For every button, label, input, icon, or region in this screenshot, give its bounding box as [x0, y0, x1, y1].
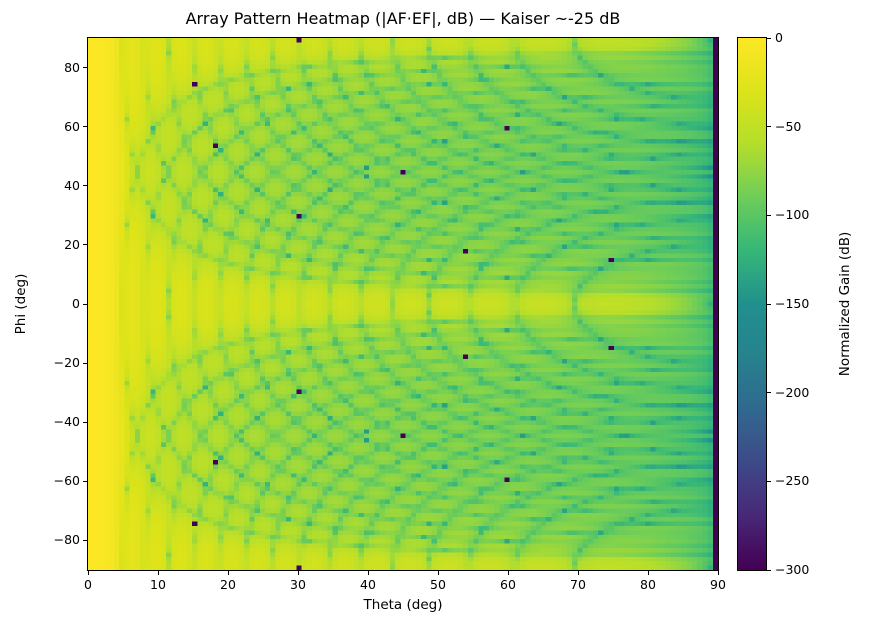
colorbar-tick [767, 37, 771, 39]
colorbar-tick [767, 392, 771, 394]
x-tick [87, 571, 89, 575]
colorbar-gradient [738, 38, 766, 570]
heatmap-canvas [88, 38, 718, 570]
y-tick [83, 244, 87, 246]
y-tick-label: 0 [72, 296, 80, 311]
x-tick-label: 70 [570, 577, 586, 592]
x-tick [577, 571, 579, 575]
y-tick-label: 20 [64, 236, 80, 252]
y-tick-label: −60 [53, 473, 80, 489]
y-tick [83, 421, 87, 423]
x-tick [367, 571, 369, 575]
colorbar-label: Normalized Gain (dB) [837, 231, 853, 377]
x-tick [437, 571, 439, 575]
colorbar-tick-label: −100 [775, 207, 810, 223]
y-tick [83, 480, 87, 482]
colorbar-tick-label: 0 [775, 30, 783, 45]
x-tick-label: 20 [220, 577, 236, 592]
y-tick-label: 80 [64, 59, 80, 75]
y-tick [83, 303, 87, 305]
x-tick-label: 0 [84, 577, 92, 592]
x-tick [227, 571, 229, 575]
y-tick-label: −40 [53, 414, 80, 430]
colorbar-tick [767, 126, 771, 128]
y-tick-label: 60 [64, 118, 80, 134]
x-tick-label: 90 [710, 577, 726, 592]
y-tick [83, 185, 87, 187]
y-tick-label: 40 [64, 177, 80, 193]
x-tick [507, 571, 509, 575]
colorbar-tick [767, 303, 771, 305]
x-axis-label: Theta (deg) [363, 597, 443, 613]
y-axis-label: Phi (deg) [13, 273, 29, 335]
x-tick [297, 571, 299, 575]
colorbar-tick-label: −300 [775, 562, 810, 577]
colorbar-tick-label: −200 [775, 384, 810, 400]
y-tick [83, 539, 87, 541]
y-tick [83, 126, 87, 128]
x-tick-label: 10 [150, 577, 166, 592]
y-tick-label: −20 [53, 355, 80, 371]
y-tick [83, 67, 87, 69]
x-tick-label: 50 [430, 577, 446, 592]
y-tick [83, 362, 87, 364]
colorbar-tick [767, 480, 771, 482]
x-tick-label: 60 [500, 577, 516, 592]
x-tick [717, 571, 719, 575]
colorbar [737, 37, 767, 571]
chart-title: Array Pattern Heatmap (|AF·EF|, dB) — Ka… [185, 9, 621, 28]
y-tick-label: −80 [53, 532, 80, 548]
colorbar-tick-label: −150 [775, 296, 810, 311]
colorbar-tick-label: −50 [775, 118, 802, 134]
x-tick-label: 40 [360, 577, 376, 592]
x-tick [647, 571, 649, 575]
colorbar-tick-label: −250 [775, 473, 810, 489]
x-tick [157, 571, 159, 575]
heatmap-plot-area [87, 37, 719, 571]
x-tick-label: 30 [290, 577, 306, 592]
colorbar-tick [767, 214, 771, 216]
colorbar-tick [767, 569, 771, 571]
x-tick-label: 80 [640, 577, 656, 592]
